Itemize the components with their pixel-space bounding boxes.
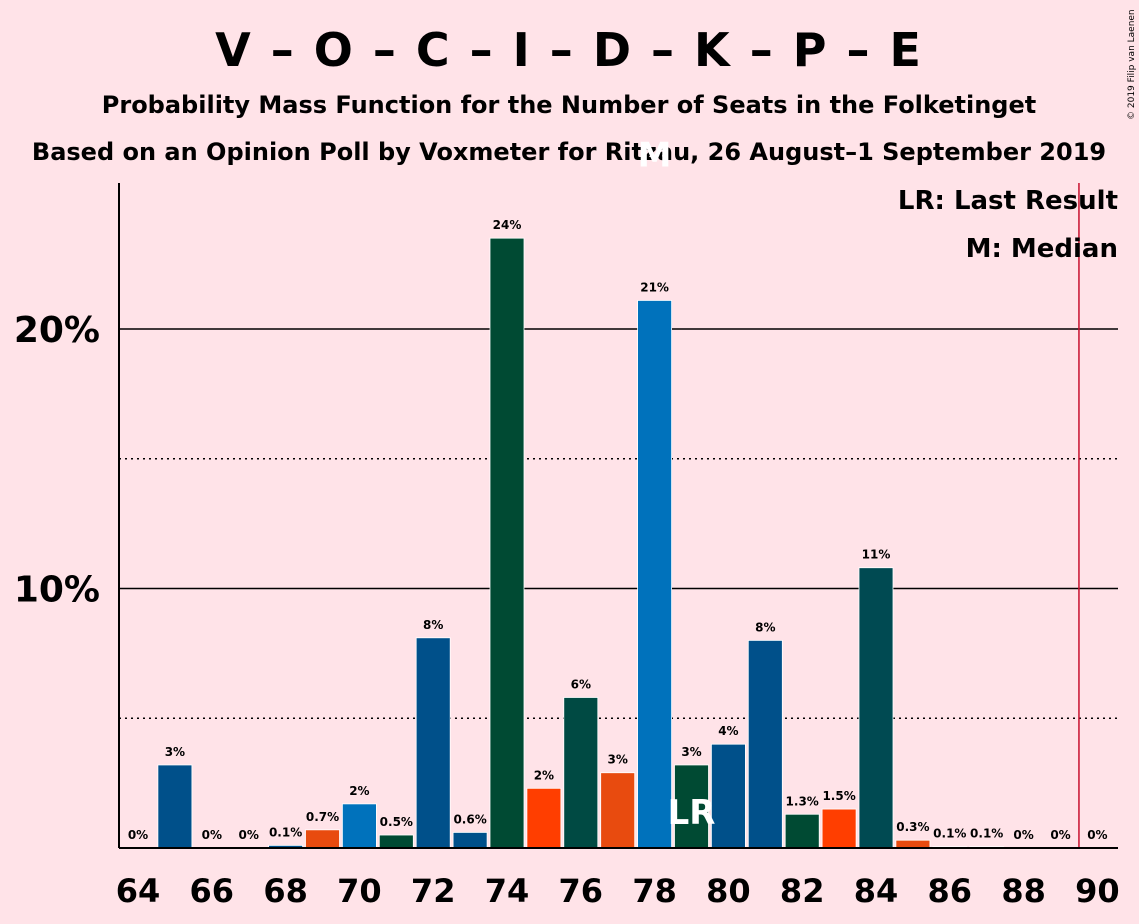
data-label: 0.7% [306, 810, 339, 824]
bar [378, 834, 414, 849]
data-label: 21% [640, 280, 669, 294]
bar [784, 813, 820, 849]
legend-median: M: Median [966, 234, 1118, 264]
markers: M LR [638, 136, 716, 833]
data-label: 0.5% [380, 815, 413, 829]
bar [305, 829, 340, 849]
data-label: 0.6% [453, 812, 486, 826]
x-tick-label: 66 [190, 872, 235, 910]
data-label: 0.1% [269, 825, 302, 839]
x-tick-label: 68 [263, 872, 308, 910]
bar [637, 300, 672, 849]
data-label: 0% [1050, 828, 1070, 842]
x-tick-label: 82 [780, 872, 825, 910]
copyright-notice: © 2019 Filip van Laenen [1127, 9, 1137, 120]
bar [157, 764, 193, 849]
bar [452, 832, 488, 849]
data-label: 0.1% [970, 827, 1003, 841]
data-label: 3% [165, 745, 185, 759]
data-label: 8% [423, 618, 443, 632]
data-label: 4% [718, 724, 738, 738]
bar [674, 764, 709, 849]
data-label: 1.5% [822, 789, 855, 803]
x-tick-label: 70 [337, 872, 382, 910]
last-result-marker: LR [668, 793, 716, 833]
x-tick-label: 74 [485, 872, 530, 910]
bars [157, 237, 1005, 849]
chart-subtitle-2: Based on an Opinion Poll by Voxmeter for… [32, 138, 1106, 166]
data-label: 0.1% [933, 827, 966, 841]
x-tick-label: 76 [559, 872, 604, 910]
x-tick-label: 90 [1075, 872, 1120, 910]
data-label: 6% [571, 677, 591, 691]
x-tick-label: 64 [116, 872, 161, 910]
data-label: 8% [755, 620, 775, 634]
bar [489, 237, 525, 849]
x-tick-label: 88 [1001, 872, 1046, 910]
bar [747, 640, 783, 849]
data-label: 0% [239, 828, 259, 842]
data-labels: 0% 3% 0% 0% 0.1% 0.7% 2% 0.5% 8% 0.6% 24% 2% 6% 3% 21%… [128, 218, 1108, 842]
x-tick-label: 86 [928, 872, 973, 910]
data-label: 0% [1087, 828, 1107, 842]
data-label: 0% [1013, 828, 1033, 842]
data-label: 2% [534, 768, 554, 782]
bar [711, 743, 746, 849]
data-label: 0% [128, 828, 148, 842]
median-marker: M [638, 136, 672, 176]
x-tick-label: 78 [632, 872, 677, 910]
data-label: 3% [608, 753, 628, 767]
x-tick-label: 84 [854, 872, 899, 910]
bar [895, 839, 931, 849]
bar [526, 787, 562, 849]
bar [341, 803, 377, 849]
data-label: 0.3% [896, 820, 929, 834]
data-label: 1.3% [786, 794, 819, 808]
gridlines [119, 328, 1118, 719]
y-tick-label: 20% [14, 310, 100, 351]
data-label: 11% [862, 548, 891, 562]
chart-title: V – O – C – I – D – K – P – E [215, 23, 923, 77]
bar [821, 808, 857, 849]
axes: 10% 20% 64 66 68 70 72 74 76 78 80 82 84 86 88 90 [14, 183, 1120, 910]
data-label: 3% [681, 745, 701, 759]
x-tick-label: 80 [706, 872, 751, 910]
bar [415, 637, 451, 849]
data-label: 0% [202, 828, 222, 842]
chart-subtitle: Probability Mass Function for the Number… [102, 91, 1036, 119]
legend-last-result: LR: Last Result [898, 186, 1118, 216]
data-label: 2% [349, 784, 369, 798]
y-tick-label: 10% [14, 570, 100, 611]
bar [600, 772, 636, 849]
bar [563, 697, 599, 849]
bar [858, 567, 894, 849]
x-tick-label: 72 [411, 872, 456, 910]
data-label: 24% [493, 218, 522, 232]
